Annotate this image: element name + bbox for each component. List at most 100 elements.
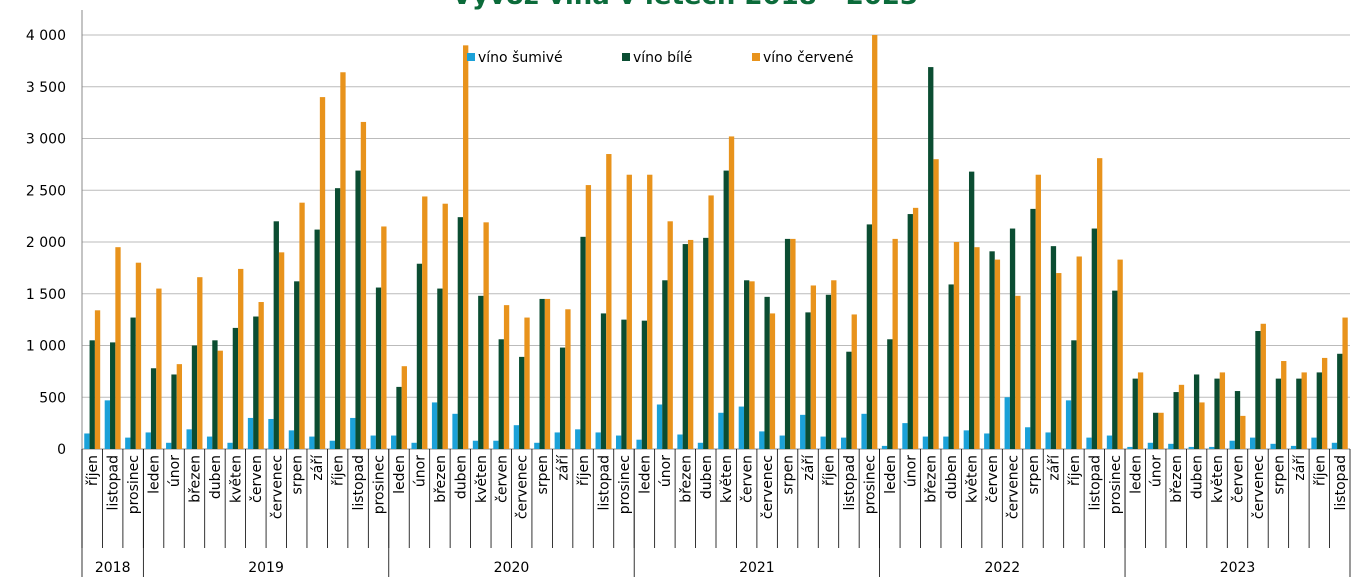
bar xyxy=(687,239,694,449)
x-tick-label: červenec xyxy=(515,455,531,519)
bar xyxy=(145,432,151,449)
x-tick-label: listopad xyxy=(1087,455,1103,510)
bar xyxy=(544,298,551,449)
bar xyxy=(314,229,320,449)
x-tick-label: říjen xyxy=(1067,455,1083,486)
bar xyxy=(606,154,612,449)
bar xyxy=(621,319,627,449)
bar xyxy=(825,294,832,449)
bar xyxy=(922,436,929,449)
bar xyxy=(247,417,254,449)
bar xyxy=(1229,440,1235,449)
bar xyxy=(1025,427,1031,449)
bar xyxy=(907,214,913,449)
x-tick-label: listopad xyxy=(1333,455,1349,510)
legend-label: víno bílé xyxy=(633,50,692,66)
bar xyxy=(1209,446,1215,449)
bar xyxy=(1091,228,1098,449)
x-tick-label: říjen xyxy=(1312,455,1328,486)
bar xyxy=(452,413,458,449)
y-tick-label: 4 000 xyxy=(26,28,66,44)
bar xyxy=(928,67,934,450)
bar xyxy=(232,327,239,449)
bar xyxy=(212,340,218,449)
bar xyxy=(974,247,980,449)
bar xyxy=(416,263,423,449)
x-tick-label: leden xyxy=(637,455,653,494)
bar xyxy=(779,435,785,449)
x-tick-label: červenec xyxy=(760,455,776,519)
year-label: 2021 xyxy=(739,560,775,576)
bar xyxy=(130,317,136,449)
y-tick-label: 1 000 xyxy=(26,339,66,355)
x-tick-label: listopad xyxy=(106,455,122,510)
bar xyxy=(887,339,893,449)
x-tick-label: prosinec xyxy=(1108,455,1124,514)
bar xyxy=(1301,372,1307,449)
x-tick-label: leden xyxy=(883,455,899,494)
x-tick-label: březen xyxy=(187,455,203,503)
bar xyxy=(125,437,131,449)
bar xyxy=(989,251,995,449)
bar xyxy=(963,430,969,449)
bar xyxy=(595,432,601,449)
bar xyxy=(1316,372,1322,449)
x-tick-label: květen xyxy=(965,455,981,503)
bar xyxy=(1071,340,1077,449)
bar xyxy=(1045,432,1051,449)
bar xyxy=(744,280,750,449)
bar xyxy=(294,281,300,449)
bar xyxy=(800,414,806,449)
x-tick-label: srpen xyxy=(1271,455,1287,494)
bar xyxy=(1056,273,1062,449)
bar xyxy=(1173,392,1179,449)
bar xyxy=(115,247,121,449)
bar xyxy=(1015,295,1021,449)
x-tick-label: srpen xyxy=(290,455,306,494)
legend-label: víno šumivé xyxy=(478,50,563,66)
bar xyxy=(227,442,233,449)
bar xyxy=(769,313,776,449)
y-tick-label: 3 500 xyxy=(26,80,66,96)
bar xyxy=(667,221,673,449)
bar xyxy=(217,350,223,449)
bar xyxy=(288,430,295,449)
bar xyxy=(273,221,279,449)
bar xyxy=(340,72,346,449)
bar xyxy=(831,280,837,449)
bar xyxy=(457,217,464,449)
bar xyxy=(1255,331,1261,449)
bar xyxy=(948,284,954,449)
bar xyxy=(764,296,770,449)
bar xyxy=(278,252,285,449)
bar xyxy=(166,442,172,449)
bar xyxy=(805,312,811,449)
bar xyxy=(360,121,367,449)
bar xyxy=(636,439,642,449)
bar xyxy=(156,288,162,449)
x-tick-label: leden xyxy=(392,455,408,494)
x-tick-label: duben xyxy=(1190,455,1206,499)
year-label: 2019 xyxy=(248,560,284,576)
y-tick-label: 2 000 xyxy=(26,235,66,251)
bar xyxy=(1281,361,1287,449)
x-tick-label: říjen xyxy=(576,455,592,486)
x-tick-label: prosinec xyxy=(862,455,878,514)
bar xyxy=(334,188,341,449)
x-tick-label: prosinec xyxy=(126,455,142,514)
bar xyxy=(656,404,663,449)
bar xyxy=(1168,443,1174,449)
bar xyxy=(381,226,387,449)
x-tick-label: červenec xyxy=(1006,455,1022,519)
bar xyxy=(953,242,960,449)
bar xyxy=(615,435,622,449)
x-tick-label: září xyxy=(801,454,817,481)
x-tick-label: duben xyxy=(453,455,469,499)
bar xyxy=(299,202,305,449)
bar xyxy=(431,402,438,449)
bar xyxy=(554,432,560,449)
bar xyxy=(539,298,545,449)
x-tick-label: červen xyxy=(249,455,265,503)
bar xyxy=(253,316,259,449)
bar xyxy=(759,431,765,449)
